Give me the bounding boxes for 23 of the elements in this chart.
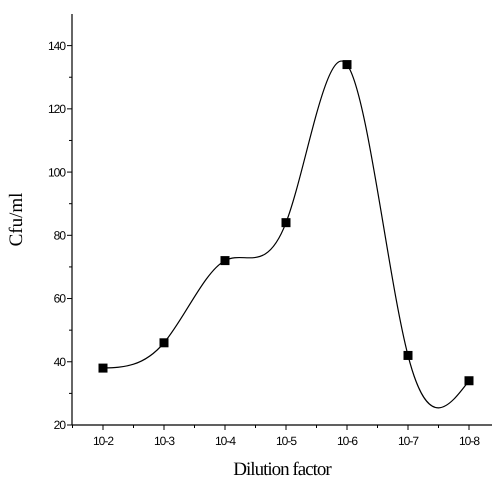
point [342, 60, 352, 70]
x-tick-label: 10-2 [92, 434, 114, 448]
x-tick-label: 10-7 [398, 434, 420, 448]
y-tick-label: 120 [48, 102, 66, 116]
point [404, 350, 412, 360]
x-tick-label: 10-8 [458, 434, 480, 448]
point [98, 364, 108, 373]
point [464, 376, 474, 386]
y-tick-label: 60 [54, 292, 66, 306]
point [160, 338, 168, 348]
x-axis-title: Dilution factor [233, 459, 332, 480]
x-tick-label: 10-5 [276, 434, 298, 448]
point [282, 218, 290, 228]
point [220, 256, 230, 266]
y-axis-title: Cfu/ml [6, 192, 27, 246]
y-tick-label: 100 [48, 165, 66, 180]
y-tick-label: 20 [54, 418, 66, 432]
x-tick-label: 10-4 [214, 434, 236, 448]
y-tick-label: 140 [48, 38, 66, 53]
y-tick-label: 80 [54, 228, 66, 243]
x-tick-label: 10-3 [154, 434, 176, 448]
x-tick-label: 10-6 [336, 434, 358, 448]
y-tick-label: 40 [54, 354, 66, 369]
